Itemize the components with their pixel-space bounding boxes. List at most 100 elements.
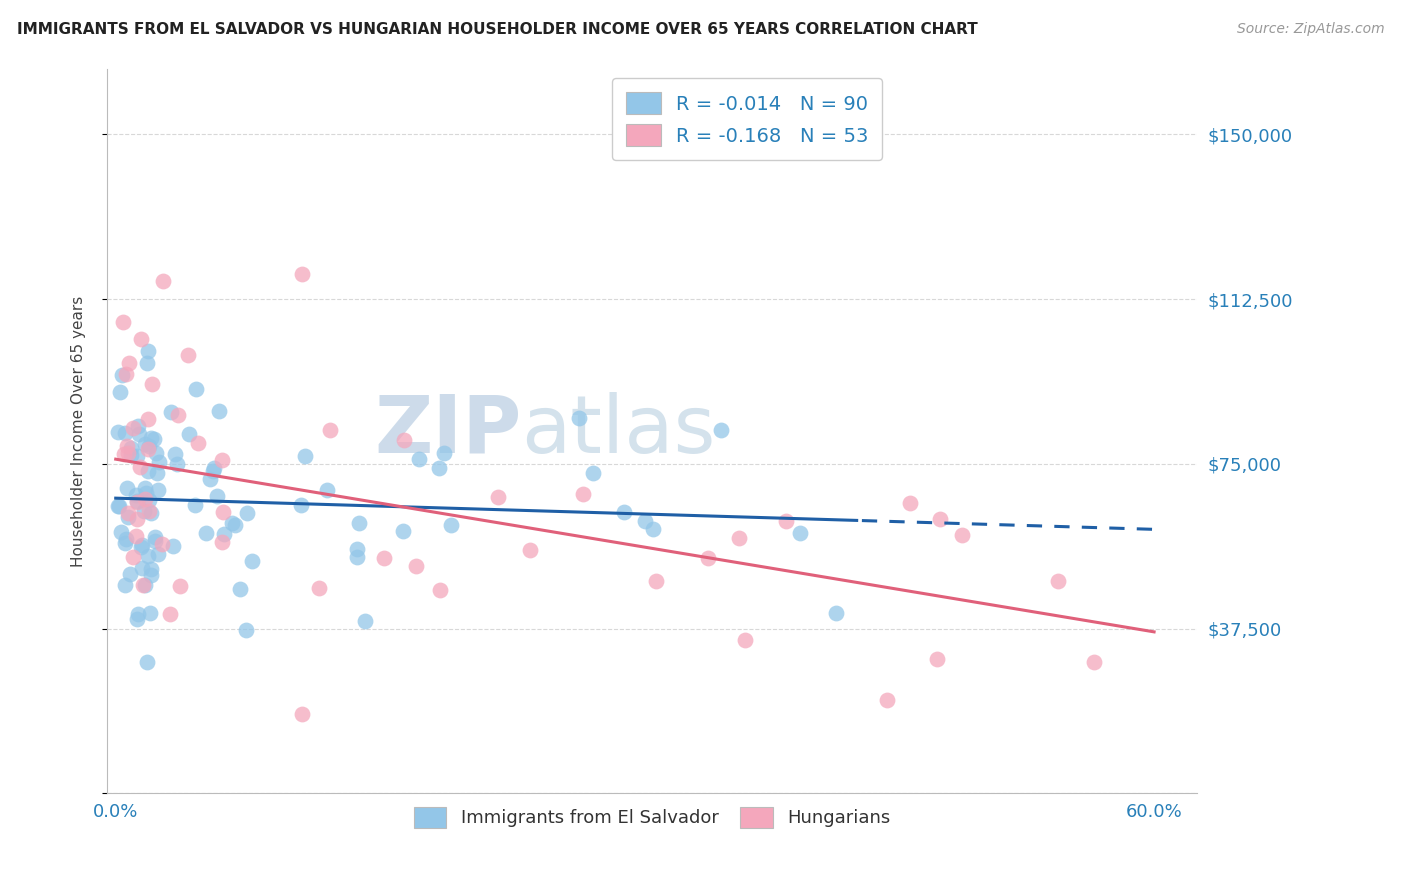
Point <box>114 368 136 382</box>
Point <box>347 516 370 530</box>
Point <box>129 459 152 474</box>
Point <box>120 441 142 455</box>
Point <box>290 498 312 512</box>
Point <box>120 448 142 462</box>
Point <box>134 491 156 506</box>
Point <box>229 582 252 597</box>
Point <box>134 578 156 592</box>
Point <box>486 490 509 504</box>
Point <box>139 607 162 621</box>
Point <box>143 530 166 544</box>
Point <box>118 356 141 370</box>
Point <box>127 419 149 434</box>
Point <box>125 612 148 626</box>
Point <box>392 433 415 447</box>
Point <box>405 559 427 574</box>
Point <box>125 488 148 502</box>
Point <box>136 343 159 358</box>
Point <box>148 455 170 469</box>
Point <box>128 427 150 442</box>
Point <box>117 446 139 460</box>
Point <box>568 410 591 425</box>
Point <box>208 403 231 417</box>
Point <box>107 425 129 440</box>
Point <box>1083 655 1105 669</box>
Point <box>143 533 166 548</box>
Point <box>135 485 157 500</box>
Point <box>118 566 141 581</box>
Point <box>125 450 148 464</box>
Point <box>876 693 898 707</box>
Point <box>240 554 263 568</box>
Point <box>115 481 138 495</box>
Point <box>114 425 136 440</box>
Point <box>950 527 973 541</box>
Point <box>138 504 160 518</box>
Point <box>294 449 316 463</box>
Point <box>150 537 173 551</box>
Point <box>141 431 163 445</box>
Point <box>925 652 948 666</box>
Point <box>125 512 148 526</box>
Point <box>129 540 152 554</box>
Point <box>166 458 188 472</box>
Point <box>122 550 145 565</box>
Point <box>291 707 314 722</box>
Point <box>224 517 246 532</box>
Point <box>111 315 134 329</box>
Point <box>929 512 952 526</box>
Point <box>136 442 159 456</box>
Point <box>439 517 461 532</box>
Point <box>727 531 749 545</box>
Point <box>146 548 169 562</box>
Point <box>139 568 162 582</box>
Point <box>134 481 156 495</box>
Point <box>146 466 169 480</box>
Point <box>582 467 605 481</box>
Point <box>139 506 162 520</box>
Point <box>318 423 340 437</box>
Point <box>236 506 259 520</box>
Point <box>125 494 148 508</box>
Point <box>697 550 720 565</box>
Point <box>825 607 848 621</box>
Point <box>613 505 636 519</box>
Point <box>134 436 156 450</box>
Point <box>194 525 217 540</box>
Point <box>645 574 668 589</box>
Point <box>184 498 207 512</box>
Point <box>145 445 167 459</box>
Point <box>111 368 134 383</box>
Point <box>122 421 145 435</box>
Text: atlas: atlas <box>522 392 716 470</box>
Legend: Immigrants from El Salvador, Hungarians: Immigrants from El Salvador, Hungarians <box>406 800 898 835</box>
Point <box>427 460 450 475</box>
Point <box>187 436 209 450</box>
Point <box>789 525 811 540</box>
Point <box>734 633 756 648</box>
Point <box>141 376 163 391</box>
Point <box>146 483 169 498</box>
Point <box>135 655 157 669</box>
Point <box>211 505 233 519</box>
Point <box>110 524 132 539</box>
Point <box>142 432 165 446</box>
Point <box>108 385 131 400</box>
Point <box>202 464 225 478</box>
Point <box>138 439 160 453</box>
Point <box>710 423 733 437</box>
Point <box>114 536 136 550</box>
Point <box>519 542 541 557</box>
Point <box>316 483 339 498</box>
Point <box>134 504 156 518</box>
Point <box>117 510 139 524</box>
Point <box>1047 574 1070 588</box>
Point <box>114 578 136 592</box>
Point <box>571 487 593 501</box>
Point <box>202 461 225 475</box>
Point <box>167 408 190 422</box>
Point <box>131 561 153 575</box>
Point <box>198 472 221 486</box>
Point <box>205 489 228 503</box>
Point <box>136 549 159 563</box>
